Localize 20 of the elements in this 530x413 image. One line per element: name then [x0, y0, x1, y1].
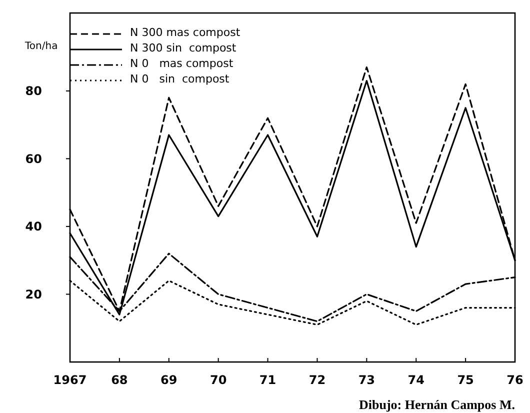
x-tick-label: 70 — [210, 373, 227, 387]
y-tick-label: 40 — [25, 220, 42, 234]
y-tick-label: 80 — [25, 84, 42, 98]
text: Dibujo: Hernán Campos M. — [358, 397, 515, 412]
x-tick-label: 73 — [358, 373, 376, 387]
x-tick-label: 76 — [506, 373, 524, 387]
x-tick-label: 72 — [308, 373, 326, 387]
x-tick-label: 75 — [457, 373, 474, 387]
legend-label: N 300 sin compost — [130, 42, 237, 55]
legend-label: N 0 mas compost — [130, 57, 234, 70]
y-tick-label: 20 — [25, 287, 42, 302]
x-tick-label: 74 — [408, 373, 424, 387]
y-axis-title: Ton/ha — [24, 41, 58, 52]
x-tick-label: 69 — [160, 373, 178, 387]
y-tick-label: 60 — [25, 152, 42, 166]
x-tick-label: 68 — [111, 373, 128, 387]
legend-label: N 300 mas compost — [130, 26, 241, 40]
legend-label: N 0 sin compost — [130, 72, 230, 86]
x-tick-label: 71 — [259, 373, 276, 387]
x-tick-label: 1967 — [53, 373, 87, 387]
